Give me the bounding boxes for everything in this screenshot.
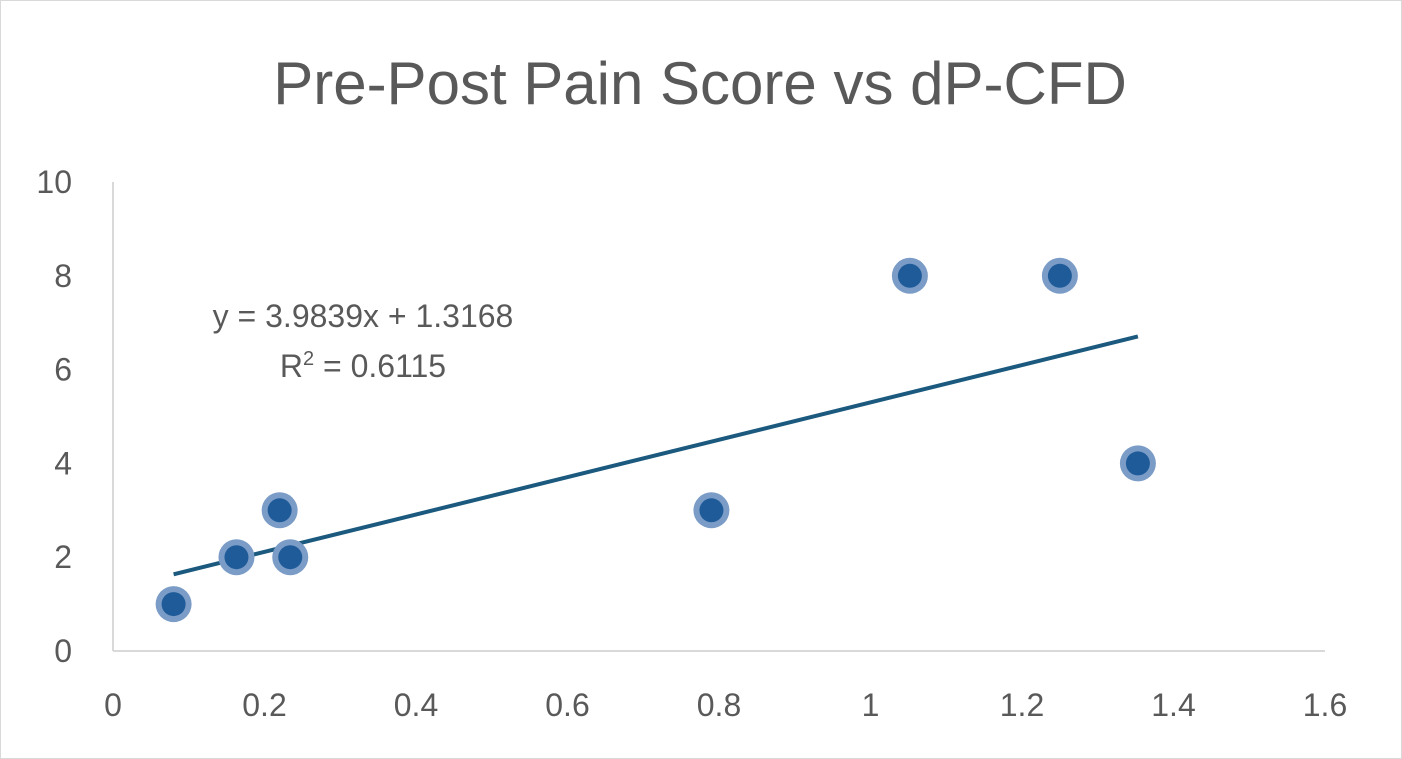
- y-tick-label: 10: [36, 164, 72, 200]
- x-tick-label: 0: [104, 687, 122, 723]
- x-tick-label: 1.2: [1000, 687, 1044, 723]
- y-tick-label: 4: [54, 445, 72, 481]
- trendline-equation: y = 3.9839x + 1.3168: [213, 298, 514, 334]
- trendline: [173, 334, 1139, 577]
- x-tick-label: 1.6: [1303, 687, 1347, 723]
- data-point-marker: [1125, 451, 1150, 476]
- data-point-marker: [161, 592, 186, 617]
- axes: [112, 182, 1325, 652]
- r-squared-prefix: R: [280, 348, 303, 384]
- x-tick-label: 1: [862, 687, 880, 723]
- y-axis-ticks: 0 2 4 6 8 10: [36, 164, 72, 669]
- data-point: [891, 257, 928, 294]
- data-point: [261, 492, 298, 529]
- x-tick-label: 0.8: [697, 687, 741, 723]
- r-squared-superscript: 2: [303, 348, 314, 370]
- x-tick-label: 0.4: [394, 687, 438, 723]
- data-point: [155, 586, 192, 623]
- x-tick-label: 0.6: [545, 687, 589, 723]
- data-point: [272, 539, 309, 576]
- chart-title: Pre-Post Pain Score vs dP-CFD: [273, 50, 1127, 117]
- r-squared-label: R2 = 0.6115: [280, 348, 446, 384]
- y-tick-label: 0: [54, 633, 72, 669]
- data-point-marker: [224, 545, 249, 570]
- data-point: [1041, 257, 1078, 294]
- data-point-marker: [278, 545, 303, 570]
- data-point: [693, 492, 730, 529]
- x-axis-ticks: 0 0.2 0.4 0.6 0.8 1 1.2 1.4 1.6: [104, 687, 1347, 723]
- x-tick-label: 0.2: [242, 687, 286, 723]
- data-point-marker: [897, 263, 922, 288]
- r-squared-value: = 0.6115: [314, 348, 446, 384]
- data-point-marker: [1047, 263, 1072, 288]
- data-point: [1119, 445, 1156, 482]
- trendline-group: [173, 334, 1139, 577]
- y-tick-label: 8: [54, 258, 72, 294]
- y-tick-label: 2: [54, 539, 72, 575]
- data-points: [155, 257, 1156, 623]
- x-tick-label: 1.4: [1151, 687, 1195, 723]
- data-point-marker: [699, 498, 724, 523]
- y-tick-label: 6: [54, 352, 72, 388]
- data-point: [218, 539, 255, 576]
- data-point-marker: [267, 498, 292, 523]
